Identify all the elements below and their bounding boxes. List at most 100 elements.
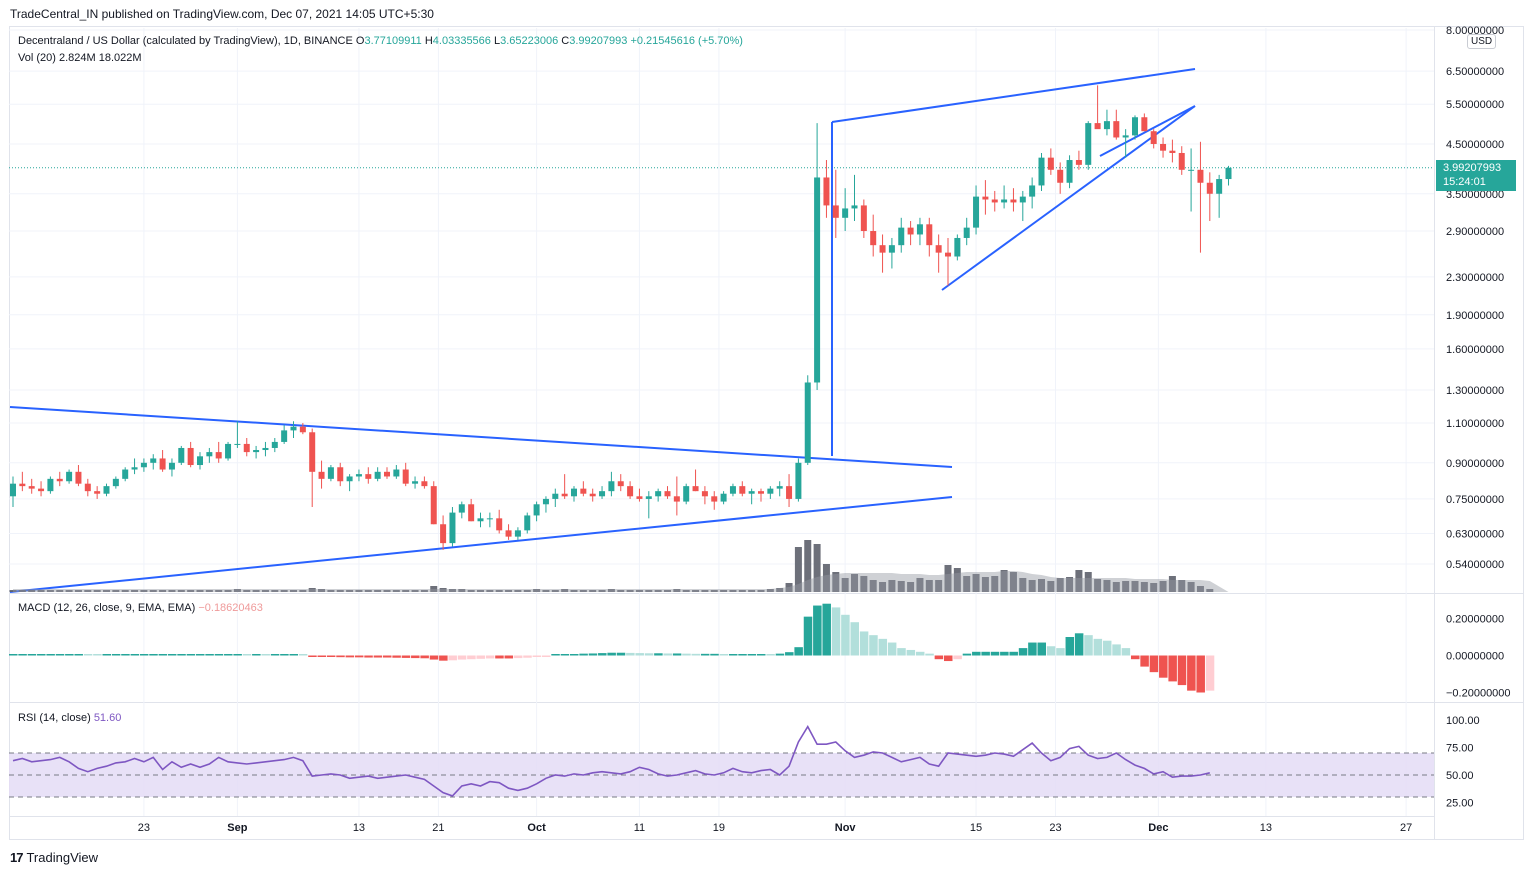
volume-bar <box>1150 583 1158 592</box>
volume-bar <box>187 590 195 592</box>
candle-body <box>140 462 147 468</box>
macd-bar <box>233 654 242 656</box>
volume-bar <box>364 590 372 592</box>
chart-frame <box>9 26 1524 840</box>
macd-bar <box>616 652 626 656</box>
volume-bar <box>215 590 223 592</box>
candle-body <box>1178 152 1185 170</box>
volume-bar <box>542 590 550 592</box>
macd-bar <box>93 654 102 656</box>
candle-body <box>10 483 16 497</box>
trendlines <box>9 68 1196 593</box>
candle-body <box>767 488 774 494</box>
macd-bar <box>1056 648 1065 656</box>
tradingview-logo[interactable]: 17 TradingView <box>10 850 98 865</box>
volume-bar <box>1009 572 1017 592</box>
macd-bar <box>1168 655 1177 682</box>
macd-histogram <box>9 603 1215 693</box>
candle-body <box>449 512 456 544</box>
candle-body <box>1197 169 1204 183</box>
candle-body <box>561 493 568 497</box>
macd-bar <box>261 654 270 656</box>
candle-body <box>748 491 755 494</box>
axes: 8.000000006.500000005.500000004.50000000… <box>138 25 1511 834</box>
wedge-lower-trendline <box>941 105 1196 291</box>
macd-bar <box>794 647 803 656</box>
macd-bar <box>186 654 196 656</box>
candle-body <box>617 481 624 487</box>
volume-bar <box>112 590 120 592</box>
candle-body <box>168 462 175 470</box>
volume-value: 2.824M <box>58 52 96 64</box>
candle-body <box>954 237 961 257</box>
candle-body <box>159 458 166 470</box>
volume-bar <box>841 578 849 592</box>
volume-bar <box>505 590 513 592</box>
high-value: 4.03335566 <box>432 35 491 47</box>
macd-bar <box>139 654 149 656</box>
volume-bar <box>757 590 765 592</box>
volume-bar <box>280 590 288 592</box>
macd-bar <box>476 655 485 659</box>
macd-bar <box>111 654 121 656</box>
macd-bar <box>719 654 729 656</box>
volume-bar <box>56 590 64 592</box>
macd-value: −0.18620463 <box>198 602 263 614</box>
macd-bar <box>1046 646 1056 656</box>
macd-bar <box>523 655 532 658</box>
candle-body <box>1085 123 1092 165</box>
macd-bar <box>439 655 448 661</box>
volume-bar <box>177 590 185 592</box>
macd-bar <box>1159 655 1168 678</box>
rsi-tick-label: 75.00 <box>1446 743 1474 755</box>
last-price-tag: 3.99207993 15:24:01 <box>1436 160 1516 191</box>
macd-bar <box>457 655 467 660</box>
macd-bar <box>710 653 719 656</box>
macd-bar <box>644 653 654 656</box>
macd-bar <box>915 651 925 656</box>
candle-body <box>1132 117 1138 136</box>
macd-bar <box>373 655 383 658</box>
macd-bar <box>906 649 916 656</box>
candle-body <box>795 462 802 499</box>
price-tick-label: 2.30000000 <box>1446 272 1504 284</box>
macd-bar <box>83 654 93 656</box>
macd-bar <box>682 653 691 656</box>
macd-bar <box>551 654 560 656</box>
candle-body <box>935 245 942 253</box>
volume-bar <box>243 590 251 592</box>
macd-bar <box>925 653 934 656</box>
time-tick-label: 13 <box>353 822 365 834</box>
candle-body <box>94 491 101 494</box>
high-label: H <box>424 35 433 47</box>
volume-bar <box>953 568 961 592</box>
macd-bar <box>813 605 822 656</box>
volume-bar <box>888 580 896 592</box>
macd-bar <box>364 655 373 658</box>
currency-button[interactable]: USD <box>1467 34 1497 49</box>
volume-bars <box>9 540 1229 592</box>
macd-tick-label: 0.00000000 <box>1446 651 1504 663</box>
macd-bar <box>579 653 588 656</box>
volume-bar <box>1038 579 1045 592</box>
candle-body <box>814 177 821 383</box>
low-value: 3.65223006 <box>500 35 559 47</box>
candle-body <box>38 488 45 492</box>
macd-bar <box>757 654 766 656</box>
volume-bar <box>813 544 821 592</box>
candle-body <box>1075 160 1082 165</box>
candle-body <box>1188 169 1195 171</box>
price-tick-label: 1.30000000 <box>1446 385 1504 397</box>
candle-body <box>309 432 316 472</box>
macd-bar <box>167 654 177 656</box>
volume-bar <box>327 590 335 592</box>
macd-bar <box>411 655 420 659</box>
macd-bar <box>541 655 551 657</box>
macd-bar <box>383 655 392 658</box>
macd-bar <box>766 654 775 656</box>
close-label: C <box>561 35 570 47</box>
macd-bar <box>654 653 663 656</box>
macd-bar <box>74 654 83 656</box>
candle-body <box>720 493 727 502</box>
